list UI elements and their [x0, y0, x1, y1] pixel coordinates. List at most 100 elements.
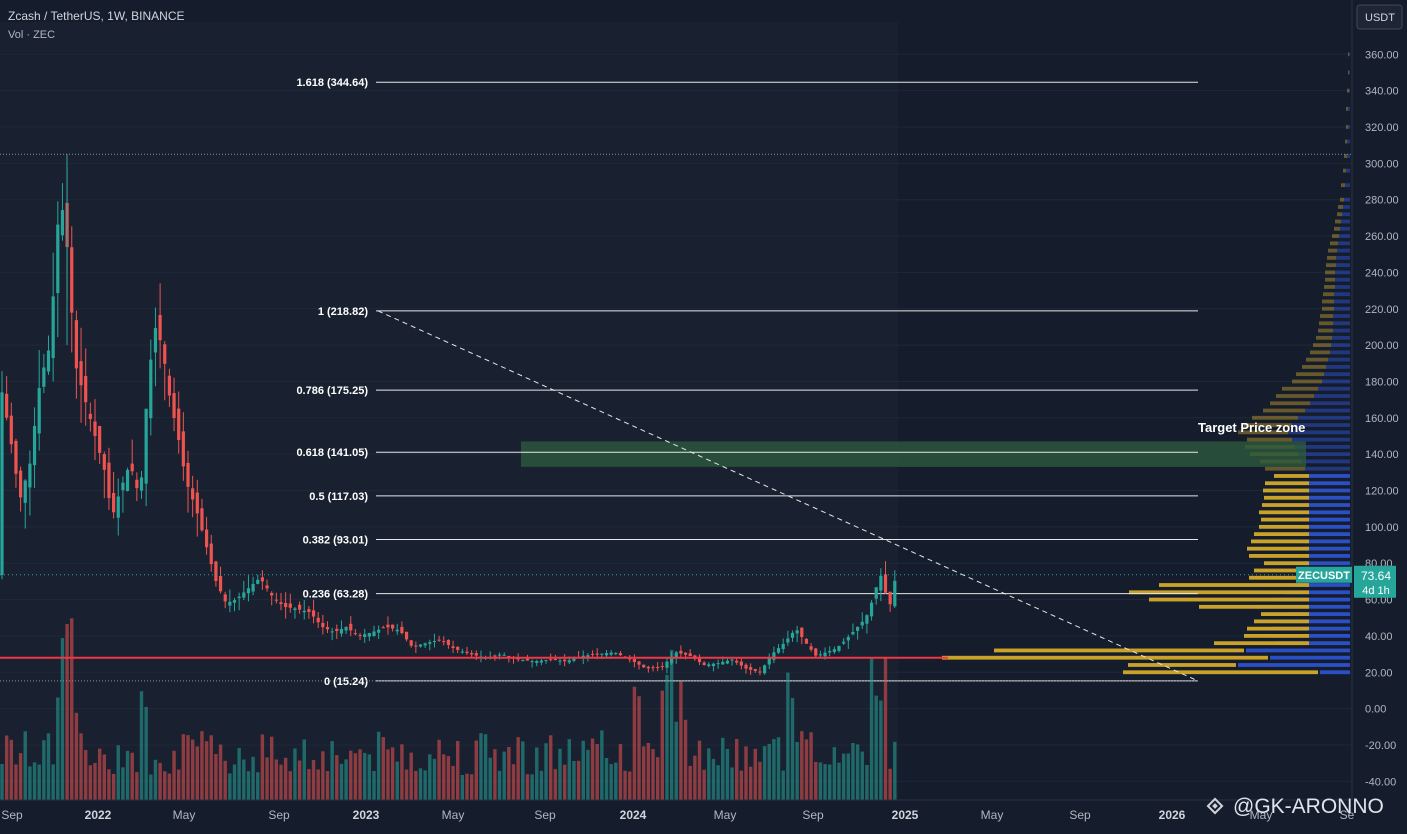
- candle-body: [888, 591, 892, 605]
- candle-body: [716, 663, 720, 665]
- volume-bar: [832, 747, 837, 800]
- price-tick-label: 0.00: [1365, 704, 1386, 716]
- profile-bar-up: [1347, 139, 1350, 144]
- profile-bar-up: [1349, 52, 1350, 57]
- time-tick-label: Sep: [1, 808, 23, 822]
- price-axis[interactable]: 360.00 340.00 320.00 300.00 280.00 260.00 240.…: [1296, 0, 1407, 829]
- candle-body: [270, 592, 274, 596]
- watermark: @GK-ARONNO: [1206, 795, 1384, 818]
- volume-bar: [190, 739, 195, 800]
- profile-bar-down: [1263, 488, 1309, 493]
- volume-bar: [590, 738, 595, 800]
- volume-bar: [158, 762, 162, 800]
- candle-body: [865, 615, 869, 624]
- candle-body: [711, 663, 716, 667]
- profile-bar-down: [942, 655, 1268, 660]
- profile-bar-up: [1308, 488, 1350, 493]
- candle-body: [572, 658, 576, 661]
- volume-bar: [460, 774, 465, 800]
- candle-body: [609, 652, 613, 655]
- volume-bar: [465, 773, 469, 800]
- profile-bar-down: [1322, 299, 1334, 304]
- volume-bar: [767, 743, 771, 800]
- candle-body: [130, 463, 134, 472]
- candle-body: [502, 654, 506, 656]
- target-zone-label: Target Price zone: [1198, 420, 1305, 435]
- profile-bar-up: [1334, 292, 1350, 297]
- price-tick-label: 160.00: [1365, 413, 1399, 425]
- volume-bar: [218, 744, 223, 800]
- profile-bar-down: [1332, 234, 1339, 238]
- profile-bar-up: [1238, 663, 1350, 667]
- volume-bar: [456, 740, 460, 800]
- usdt-unit-button[interactable]: USDT: [1356, 4, 1403, 30]
- candle-body: [139, 477, 144, 491]
- volume-bar: [581, 740, 585, 800]
- profile-bar-up: [1302, 459, 1350, 464]
- profile-bar-up: [1322, 379, 1350, 384]
- candle-body: [46, 350, 51, 372]
- candle-body: [465, 651, 469, 654]
- candle-body: [377, 629, 381, 633]
- profile-bar-up: [1272, 597, 1350, 602]
- candle-body: [590, 653, 595, 655]
- profile-bar-down: [1264, 495, 1309, 500]
- candle-body: [372, 631, 376, 636]
- profile-bar-down: [1282, 386, 1318, 391]
- candle-body: [149, 359, 153, 419]
- time-axis[interactable]: Sep 2022 May Sep 2023 May Sep 2024 May Sep 2025 May…: [0, 799, 1355, 822]
- volume-bar: [121, 767, 125, 800]
- volume-bar: [446, 756, 451, 800]
- volume-bar: [18, 753, 23, 800]
- candle-body: [781, 643, 785, 650]
- profile-bar-down: [1264, 561, 1309, 566]
- profile-bar-up: [1347, 154, 1350, 158]
- volume-bar: [209, 735, 213, 800]
- price-tick-label: 280.00: [1365, 195, 1399, 207]
- candle-body: [339, 628, 344, 634]
- candle-body: [335, 628, 339, 631]
- volume-bar: [851, 743, 855, 800]
- candle-body: [181, 431, 185, 467]
- profile-bar-down: [1316, 335, 1332, 340]
- profile-bar-up: [1270, 655, 1350, 660]
- price-tick-label: 120.00: [1365, 486, 1399, 498]
- volume-bar: [632, 686, 637, 800]
- volume-bars: [0, 618, 897, 800]
- candle-body: [721, 661, 725, 665]
- volume-bar: [762, 746, 767, 800]
- profile-bar-down: [1292, 379, 1322, 384]
- candle-body: [256, 579, 260, 584]
- profile-bar-down: [1276, 394, 1314, 398]
- profile-bar-up: [1342, 212, 1350, 217]
- candle-body: [51, 296, 55, 359]
- time-tick-label: May: [442, 808, 465, 822]
- candle-body: [739, 661, 743, 666]
- volume-bar: [683, 719, 688, 800]
- profile-bar-down: [1343, 168, 1346, 173]
- candle-body: [586, 655, 590, 657]
- volume-bar: [283, 757, 288, 800]
- volume-bar: [107, 769, 111, 800]
- volume-bar: [651, 749, 655, 800]
- candle-body: [195, 492, 199, 514]
- profile-bar-up: [1304, 546, 1350, 551]
- volume-bar: [725, 748, 730, 800]
- profile-bar-up: [1314, 394, 1350, 398]
- volume-bar: [679, 681, 683, 800]
- volume-bar: [753, 748, 757, 800]
- profile-bar-down: [1199, 604, 1309, 609]
- volume-bar: [604, 757, 609, 800]
- profile-bar-down: [1263, 408, 1305, 413]
- volume-bar: [97, 748, 102, 800]
- volume-bar: [855, 744, 860, 800]
- volume-bar: [595, 744, 599, 800]
- candle-body: [237, 596, 241, 599]
- profile-bar-up: [1304, 532, 1350, 537]
- volume-bar: [702, 769, 706, 800]
- volume-bar: [260, 734, 265, 800]
- volume-bar: [386, 749, 390, 800]
- profile-bar-up: [1333, 314, 1350, 318]
- volume-bar: [772, 739, 776, 800]
